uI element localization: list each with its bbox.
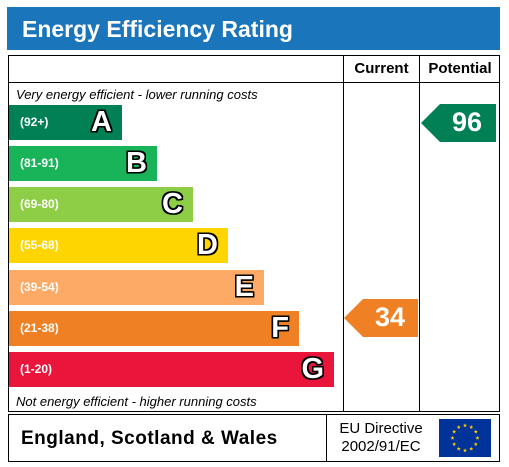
eu-star-icon	[469, 424, 474, 429]
eu-directive: EU Directive 2002/91/EC	[329, 420, 433, 456]
band-letter: B	[126, 147, 147, 179]
eu-star-icon	[452, 429, 457, 434]
column-divider-current	[343, 55, 344, 412]
current-arrow-shape	[344, 299, 418, 337]
rating-table	[8, 55, 500, 412]
band-range: (55-68)	[20, 238, 59, 252]
chart-title: Energy Efficiency Rating	[22, 16, 293, 42]
band-range: (21-38)	[20, 321, 59, 335]
band-c: (69-80) C	[9, 187, 193, 222]
bottom-caption: Not energy efficient - higher running co…	[16, 394, 257, 409]
band-g: (1-20) G	[9, 352, 334, 387]
eu-star-icon	[475, 435, 480, 440]
column-divider-potential	[419, 55, 420, 412]
potential-rating-value: 96	[451, 107, 483, 137]
top-caption: Very energy efficient - lower running co…	[16, 87, 258, 102]
band-letter: G	[301, 353, 324, 385]
potential-rating-arrow	[421, 104, 496, 142]
band-letter: E	[234, 271, 254, 303]
eu-star-icon	[452, 442, 457, 447]
eu-star-icon	[473, 442, 478, 447]
eu-star-icon	[462, 423, 468, 428]
band-range: (81-91)	[20, 156, 59, 170]
footer-divider	[326, 415, 327, 461]
band-letter: A	[91, 106, 112, 138]
band-range: (92+)	[20, 115, 49, 129]
eu-star-icon	[456, 446, 461, 451]
band-range: (69-80)	[20, 197, 59, 211]
current-column-header: Current	[354, 60, 409, 77]
eu-star-icon	[473, 429, 478, 434]
band-b: (81-91) B	[9, 146, 157, 181]
band-range: (1-20)	[20, 362, 53, 376]
band-letter: F	[271, 312, 289, 344]
band-letter: C	[162, 188, 183, 220]
eu-star-icon	[462, 448, 468, 453]
potential-arrow-shape	[421, 104, 496, 142]
header-divider	[8, 82, 500, 83]
region-label: England, Scotland & Wales	[21, 428, 278, 449]
band-range: (39-54)	[20, 280, 59, 294]
directive-line-1: EU Directive	[339, 420, 423, 437]
band-d: (55-68) D	[9, 228, 228, 263]
footer: England, Scotland & Wales EU Directive 2…	[8, 414, 500, 462]
title-bar: Energy Efficiency Rating	[7, 7, 500, 50]
eu-flag-icon	[439, 419, 491, 457]
eu-star-icon	[456, 424, 461, 429]
directive-line-2: 2002/91/EC	[341, 438, 421, 455]
band-letter: D	[197, 229, 218, 261]
band-a: (92+) A	[9, 105, 122, 140]
band-f: (21-38) F	[9, 311, 299, 346]
eu-star-icon	[450, 435, 455, 440]
eu-star-icon	[469, 446, 474, 451]
potential-column-header: Potential	[428, 60, 492, 77]
current-rating-value: 34	[374, 302, 406, 332]
current-rating-arrow	[344, 299, 418, 337]
band-e: (39-54) E	[9, 270, 264, 305]
